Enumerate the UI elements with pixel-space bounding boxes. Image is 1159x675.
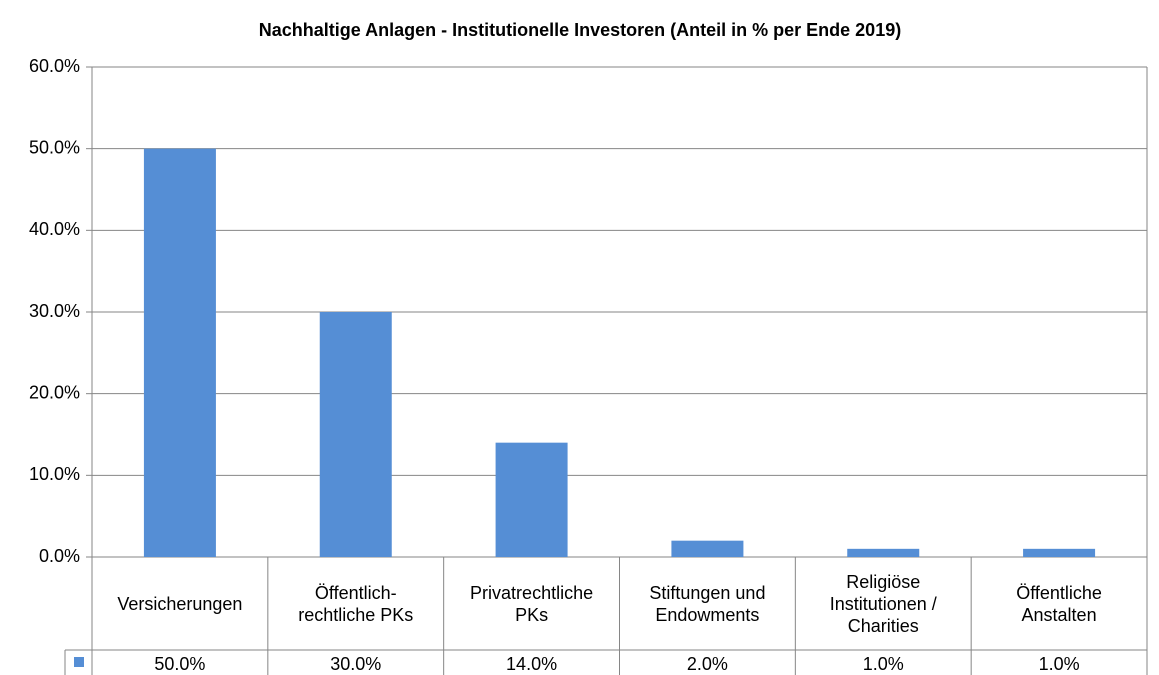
value-label: 30.0% <box>330 654 381 674</box>
legend-key <box>74 657 84 667</box>
value-label: 1.0% <box>1039 654 1080 674</box>
value-label: 50.0% <box>154 654 205 674</box>
value-label: 1.0% <box>863 654 904 674</box>
y-tick-label: 30.0% <box>29 301 80 321</box>
bar <box>1023 548 1096 557</box>
y-tick-label: 40.0% <box>29 219 80 239</box>
y-tick-label: 0.0% <box>39 546 80 566</box>
bar <box>143 148 216 557</box>
x-tick-label: Privatrechtliche PKs <box>470 582 594 625</box>
x-tick-label: Öffentliche Anstalten <box>1016 582 1102 625</box>
value-label: 14.0% <box>506 654 557 674</box>
bar <box>319 312 392 557</box>
bar <box>495 442 568 557</box>
x-tick-label: Versicherungen <box>117 593 243 614</box>
value-label: 2.0% <box>687 654 728 674</box>
bar <box>671 540 744 557</box>
x-tick-label: Öffentlich-rechtliche PKs <box>298 582 414 625</box>
chart-title: Nachhaltige Anlagen - Institutionelle In… <box>259 20 901 40</box>
bar <box>847 548 920 557</box>
y-tick-label: 60.0% <box>29 56 80 76</box>
y-tick-label: 10.0% <box>29 464 80 484</box>
x-tick-label: Religiöse Institutionen / Charities <box>829 571 937 636</box>
x-tick-label: Stiftungen und Endowments <box>649 582 766 625</box>
y-tick-label: 50.0% <box>29 137 80 157</box>
y-tick-label: 20.0% <box>29 382 80 402</box>
